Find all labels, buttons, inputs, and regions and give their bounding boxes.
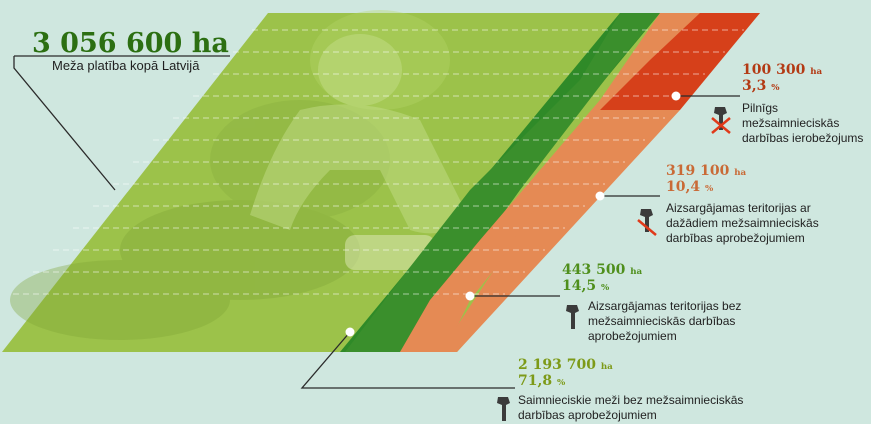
restricted-dot: [595, 191, 605, 201]
axe-crossed-icon: [711, 107, 731, 134]
strict-label: 100 300 ha 3,3 %: [742, 63, 822, 93]
strict-stripe: [600, 13, 760, 110]
protected-area: 443 500 ha: [562, 262, 643, 278]
commercial-dot: [345, 327, 355, 337]
total-leader: [13, 56, 116, 191]
protected-description: Aizsargājamas teritorijas bez mežsaimnie…: [588, 299, 742, 343]
total-label: 3 056 600 ha: [32, 30, 229, 57]
commercial-description: Saimnieciskie meži bez mežsaimnieciskās …: [518, 393, 744, 422]
restricted-label: 319 100 ha 10,4 %: [666, 164, 746, 194]
worker-silhouette: [250, 34, 470, 270]
commercial-leader: [300, 331, 515, 389]
forest-parallelogram: [2, 10, 760, 352]
total-value: 3 056 600 ha: [32, 28, 229, 59]
dashed-gridlines: [13, 29, 744, 295]
commercial-percent: 71,8 %: [518, 373, 566, 389]
strict-area: 100 300 ha: [742, 62, 823, 78]
restricted-stripe-lower: [440, 110, 680, 352]
total-description: Meža platība kopā Latvijā: [52, 58, 200, 73]
leader-lines: [13, 56, 740, 389]
commercial-area: 2 193 700 ha: [518, 357, 613, 373]
protected-percent: 14,5 %: [562, 278, 610, 294]
axe-crossed-icon: [637, 209, 657, 236]
restricted-description: Aizsargājamas teritorijas ar dažādiem me…: [666, 201, 819, 245]
strict-description: Pilnīgs mežsaimnieciskās darbības ierobe…: [742, 101, 864, 145]
restricted-area: 319 100 ha: [666, 163, 747, 179]
strict-dot: [671, 91, 681, 101]
photo-texture: [10, 10, 450, 340]
axe-icon: [566, 305, 579, 329]
leader-dots: [345, 91, 681, 337]
protected-label: 443 500 ha 14,5 %: [562, 263, 642, 293]
commercial-label: 2 193 700 ha 71,8 %: [518, 358, 613, 388]
protected-dot: [465, 291, 475, 301]
protected-unrestricted-stripe-2: [345, 13, 660, 352]
axe-icon: [497, 397, 510, 421]
strict-percent: 3,3 %: [742, 78, 780, 94]
restricted-percent: 10,4 %: [666, 179, 714, 195]
